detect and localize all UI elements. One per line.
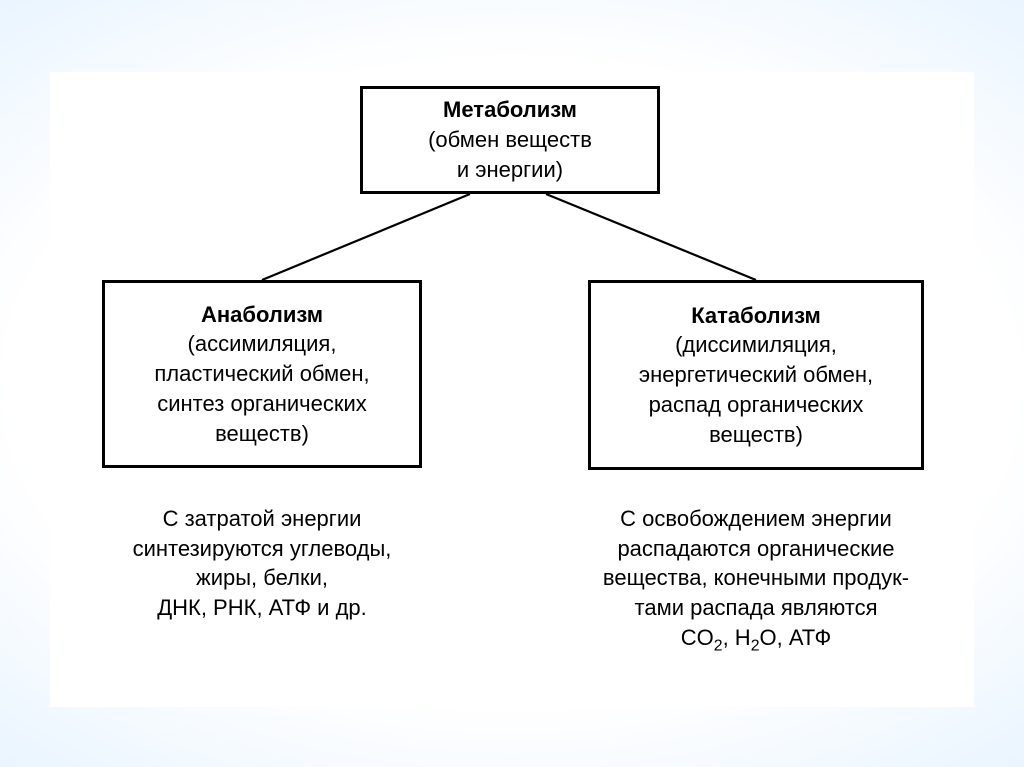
caption-anabolism-line4: ДНК, РНК, АТФ и др. [102,593,422,623]
diagram-container: Метаболизм (обмен веществ и энергии) Ана… [50,72,974,707]
node-catabolism-title: Катаболизм [691,301,821,331]
caption-catabolism-line2: распадаются органические [550,534,962,564]
node-anabolism-line4: синтез органических [157,389,367,419]
node-catabolism-line3: энергетический обмен, [639,360,873,390]
node-anabolism-line3: пластический обмен, [154,359,369,389]
caption-anabolism-line3: жиры, белки, [102,563,422,593]
caption-catabolism-line5: CO2, H2O, АТФ [550,623,962,653]
caption-catabolism-line1: С освобождением энергии [550,504,962,534]
caption-anabolism: С затратой энергии синтезируются углевод… [102,504,422,623]
caption-catabolism-line3: вещества, конечными продук- [550,563,962,593]
node-catabolism: Катаболизм (диссимиляция, энергетический… [588,280,924,470]
node-anabolism-line5: веществ) [215,419,309,449]
node-catabolism-line5: веществ) [709,420,803,450]
caption-catabolism-line4: тами распада являются [550,593,962,623]
caption-anabolism-line2: синтезируются углеводы, [102,534,422,564]
node-anabolism-title: Анаболизм [201,300,323,330]
node-anabolism-line2: (ассимиляция, [188,329,337,359]
node-anabolism: Анаболизм (ассимиляция, пластический обм… [102,280,422,468]
node-metabolism-line3: и энергии) [457,155,563,185]
caption-catabolism: С освобождением энергии распадаются орга… [550,504,962,652]
node-catabolism-line4: распад органических [649,390,864,420]
node-metabolism: Метаболизм (обмен веществ и энергии) [360,86,660,194]
node-catabolism-line2: (диссимиляция, [675,330,837,360]
node-metabolism-line2: (обмен веществ [428,125,592,155]
caption-anabolism-line1: С затратой энергии [102,504,422,534]
node-metabolism-title: Метаболизм [443,95,577,125]
